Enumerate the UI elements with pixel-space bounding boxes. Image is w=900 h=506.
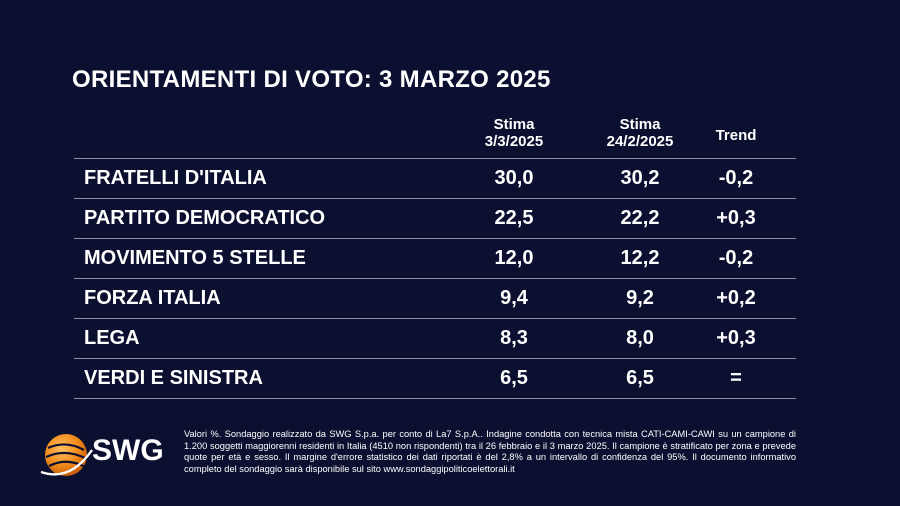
party-name: MOVIMENTO 5 STELLE — [84, 247, 306, 269]
party-name: FRATELLI D'ITALIA — [84, 167, 267, 189]
value-trend: -0,2 — [718, 167, 754, 189]
column-header-previous-label: Stima — [619, 116, 661, 133]
table-row: FORZA ITALIA 9,4 9,2 +0,2 — [74, 278, 796, 318]
swg-logo-text: SWG — [92, 434, 164, 467]
value-current: 30,0 — [494, 167, 534, 189]
value-trend: +0,3 — [716, 207, 756, 229]
value-trend: = — [730, 367, 742, 389]
value-trend: -0,2 — [718, 247, 754, 269]
value-current: 8,3 — [500, 327, 528, 349]
table-header: Stima 3/3/2025 Stima 24/2/2025 Trend — [74, 116, 796, 158]
party-name: PARTITO DEMOCRATICO — [84, 207, 326, 229]
table-row: PARTITO DEMOCRATICO 22,5 22,2 +0,3 — [74, 198, 796, 238]
value-current: 6,5 — [500, 367, 528, 389]
value-current: 22,5 — [494, 207, 534, 229]
column-header-trend: Trend — [715, 127, 757, 144]
value-previous: 30,2 — [620, 167, 660, 189]
value-trend: +0,3 — [716, 327, 756, 349]
party-name: VERDI E SINISTRA — [84, 367, 263, 389]
table-row: FRATELLI D'ITALIA 30,0 30,2 -0,2 — [74, 158, 796, 198]
value-current: 12,0 — [494, 247, 534, 269]
table-row: VERDI E SINISTRA 6,5 6,5 = — [74, 358, 796, 399]
value-previous: 6,5 — [626, 367, 654, 389]
table-row: LEGA 8,3 8,0 +0,3 — [74, 318, 796, 358]
poll-table: Stima 3/3/2025 Stima 24/2/2025 Trend FRA… — [74, 116, 796, 399]
page-title: ORIENTAMENTI DI VOTO: 3 MARZO 2025 — [72, 66, 551, 93]
value-previous: 9,2 — [626, 287, 654, 309]
value-previous: 22,2 — [620, 207, 660, 229]
value-trend: +0,2 — [716, 287, 756, 309]
orange-globe-icon — [40, 434, 93, 476]
table-row: MOVIMENTO 5 STELLE 12,0 12,2 -0,2 — [74, 238, 796, 278]
column-header-current-label: Stima — [493, 116, 535, 133]
value-previous: 12,2 — [620, 247, 660, 269]
value-previous: 8,0 — [626, 327, 654, 349]
column-header-current-date: 3/3/2025 — [484, 133, 544, 150]
column-header-previous-date: 24/2/2025 — [606, 133, 674, 150]
column-header-current: Stima 3/3/2025 — [464, 116, 564, 150]
methodology-note: Valori %. Sondaggio realizzato da SWG S.… — [184, 429, 796, 474]
party-name: LEGA — [84, 327, 140, 349]
value-current: 9,4 — [500, 287, 528, 309]
party-name: FORZA ITALIA — [84, 287, 221, 309]
column-header-previous: Stima 24/2/2025 — [585, 116, 695, 150]
